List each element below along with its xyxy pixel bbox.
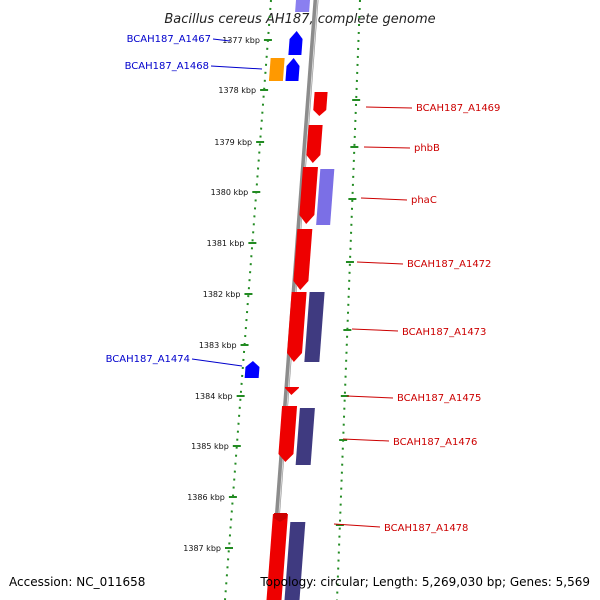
gene-bcah187-a1476: [278, 406, 298, 462]
gene-phac: [299, 167, 318, 224]
gene-bcah187-a1478: [266, 514, 288, 600]
right-ruler-line: [336, 0, 361, 600]
topology-text: Topology: circular; Length: 5,269,030 bp…: [259, 575, 590, 589]
gene-label-right: BCAH187_A1478: [384, 523, 468, 534]
label-leader: [360, 197, 408, 201]
gene-bcah187-a1478-cap: [273, 513, 288, 522]
gene-features: [244, 0, 335, 600]
label-leader: [365, 106, 413, 109]
label-leader: [363, 146, 411, 149]
tick-label: 1377 kbp: [222, 36, 260, 45]
gene-label-right: BCAH187_A1476: [393, 437, 477, 448]
kbp-ruler: 1377 kbp 1378 kbp 1379 kbp 1380 kbp 1381 kbp…: [183, 36, 361, 553]
gene-top-forward-light: [295, 0, 310, 12]
gene-label-left: BCAH187_A1468: [125, 61, 209, 72]
label-leader: [210, 65, 263, 70]
gene-labels: BCAH187_A1467 BCAH187_A1468 BCAH187_A1474 B…: [106, 34, 501, 534]
gene-label-right: BCAH187_A1475: [397, 393, 481, 404]
gene-bcah187-a1467: [288, 31, 303, 55]
gene-label-right: phbB: [414, 143, 440, 154]
gene-bcah187-a1472: [293, 229, 313, 290]
label-leader: [351, 328, 399, 332]
tick-label: 1387 kbp: [183, 544, 221, 553]
map-title: Bacillus cereus AH187, complete genome: [164, 12, 435, 27]
tick-label: 1385 kbp: [191, 442, 229, 451]
gene-label-left: BCAH187_A1474: [106, 354, 190, 365]
accession-text: Accession: NC_011658: [9, 575, 145, 589]
gene-label-right: phaC: [411, 195, 437, 206]
gene-bcah187-a1476-partner: [295, 408, 315, 465]
gene-bcah187-a1468-partner: [285, 58, 300, 81]
gene-phbb: [306, 125, 323, 163]
tick-label: 1378 kbp: [218, 86, 256, 95]
tick-label: 1381 kbp: [207, 239, 245, 248]
gene-phac-partner: [316, 169, 335, 225]
gene-bcah187-a1473-partner: [304, 292, 325, 362]
tick-label: 1383 kbp: [199, 341, 237, 350]
label-leader: [333, 523, 381, 528]
gene-label-left: BCAH187_A1467: [127, 34, 211, 45]
gene-bcah187-a1474: [244, 361, 260, 378]
tick-label: 1382 kbp: [203, 290, 241, 299]
label-leader: [356, 261, 404, 265]
tick-label: 1380 kbp: [211, 188, 249, 197]
label-leader: [191, 358, 243, 367]
gene-bcah187-a1478-partner: [284, 522, 306, 600]
label-leader: [212, 38, 231, 42]
gene-label-right: BCAH187_A1473: [402, 327, 486, 338]
gene-bcah187-a1468: [268, 58, 285, 81]
gene-label-right: BCAH187_A1469: [416, 103, 500, 114]
gene-bcah187-a1473: [287, 292, 307, 362]
gene-bcah187-a1469: [313, 92, 328, 116]
gene-label-right: BCAH187_A1472: [407, 259, 491, 270]
tick-label: 1386 kbp: [187, 493, 225, 502]
tick-label: 1384 kbp: [195, 392, 233, 401]
tick-label: 1379 kbp: [214, 138, 252, 147]
label-leader: [342, 438, 390, 442]
gene-bcah187-a1475: [284, 387, 299, 395]
label-leader: [346, 395, 394, 399]
